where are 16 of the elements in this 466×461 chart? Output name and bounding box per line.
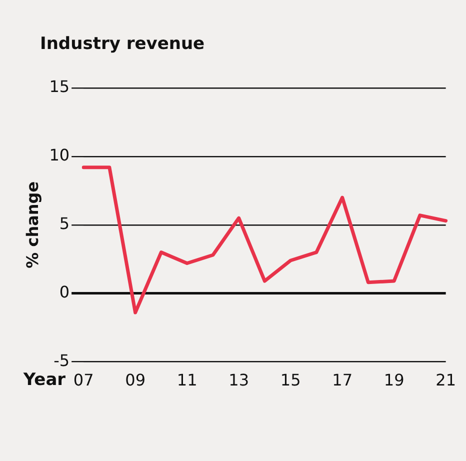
chart-title: Industry revenue <box>40 34 205 54</box>
x-tick-label: 11 <box>176 370 198 390</box>
y-tick-label: 5 <box>59 214 70 234</box>
y-tick-label: 15 <box>49 77 70 96</box>
y-axis-title: % change <box>22 181 42 268</box>
x-tick-label: 19 <box>384 370 404 390</box>
x-tick-label: 21 <box>436 370 456 390</box>
x-axis-title: Year <box>22 370 66 390</box>
x-tick-label: 15 <box>280 370 301 390</box>
y-tick-label: 0 <box>59 282 70 302</box>
y-tick-label: 10 <box>49 146 70 165</box>
x-tick-label: 17 <box>332 370 352 390</box>
y-tick-label: -5 <box>54 350 70 370</box>
x-tick-label: 07 <box>73 370 94 390</box>
x-tick-label: 09 <box>125 370 146 390</box>
x-tick-label: 13 <box>228 370 249 390</box>
